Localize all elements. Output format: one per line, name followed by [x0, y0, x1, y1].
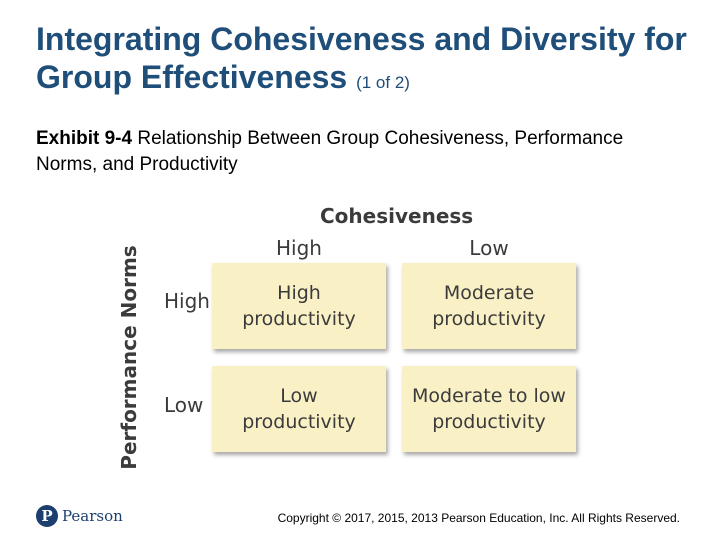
column-label-low: Low — [469, 236, 509, 260]
matrix-cell-text: Low productivity — [242, 385, 356, 433]
exhibit-caption-text: Relationship Between Group Cohesiveness,… — [36, 128, 624, 175]
matrix-cell-high-low: Low productivity — [212, 366, 386, 452]
row-label-high: High — [164, 289, 210, 313]
slide-title-text: Integrating Cohesiveness and Diversity f… — [36, 21, 687, 95]
copyright-notice: Copyright © 2017, 2015, 2013 Pearson Edu… — [277, 511, 680, 525]
pearson-logo: P Pearson — [36, 505, 123, 527]
row-heading: Performance Norms — [117, 245, 141, 470]
matrix-cell-text: High productivity — [242, 282, 356, 330]
matrix-cell-low-high: Moderate productivity — [402, 263, 576, 349]
slide-title: Integrating Cohesiveness and Diversity f… — [36, 20, 696, 102]
matrix-cell-low-low: Moderate to low productivity — [402, 366, 576, 452]
column-label-high: High — [276, 236, 322, 260]
matrix-cell-text: Moderate productivity — [432, 282, 546, 330]
pearson-logo-text: Pearson — [62, 507, 123, 525]
slide-title-suffix: (1 of 2) — [356, 73, 410, 92]
matrix-cell-high-high: High productivity — [212, 263, 386, 349]
matrix-cell-text: Moderate to low productivity — [412, 385, 566, 433]
pearson-logo-icon: P — [36, 505, 58, 527]
column-heading: Cohesiveness — [320, 204, 474, 228]
exhibit-caption: Exhibit 9-4 Relationship Between Group C… — [36, 126, 656, 178]
exhibit-label: Exhibit 9-4 — [36, 128, 133, 149]
row-label-low: Low — [164, 393, 204, 417]
cohesiveness-matrix: Cohesiveness High Low Performance Norms … — [117, 198, 590, 478]
